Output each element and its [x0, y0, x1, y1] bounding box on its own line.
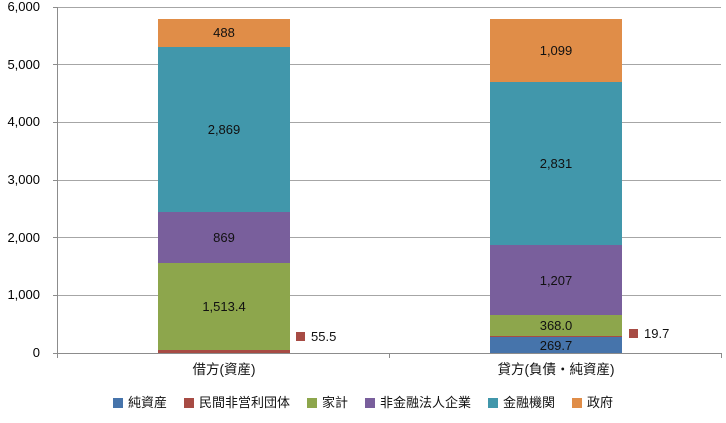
- outside-data-label: 19.7: [629, 327, 669, 340]
- bar-segment: [490, 82, 622, 246]
- y-axis-tick: [53, 6, 58, 8]
- y-axis-tick: [53, 179, 58, 181]
- bar-data-label: 1,207: [539, 272, 573, 288]
- y-gridline: [58, 64, 721, 66]
- bar-segment: [490, 337, 622, 353]
- y-axis-tick-label: 1,000: [7, 287, 40, 303]
- outside-data-label: 55.5: [296, 330, 336, 343]
- legend-item: 民間非営利団体: [183, 395, 290, 410]
- bar-segment: [158, 349, 290, 353]
- y-axis-tick-label: 6,000: [7, 0, 40, 14]
- outside-data-label-text: 19.7: [644, 326, 670, 341]
- y-gridline: [58, 237, 721, 239]
- bar-segment: [490, 245, 622, 316]
- legend-label: 家計: [321, 395, 348, 410]
- legend-swatch-icon: [488, 398, 499, 408]
- bar-segment: [490, 18, 622, 83]
- legend-swatch-icon: [112, 398, 123, 408]
- legend-key-icon: [629, 329, 638, 338]
- legend-label: 民間非営利団体: [198, 395, 290, 410]
- y-axis-tick: [53, 352, 58, 354]
- y-axis-tick-label: 4,000: [7, 114, 40, 130]
- y-axis-tick-label: 2,000: [7, 229, 40, 245]
- legend-item: 非金融法人企業: [365, 396, 471, 410]
- y-gridline: [58, 6, 721, 8]
- x-axis-tick: [720, 353, 722, 358]
- legend-label: 純資産: [127, 395, 167, 410]
- legend-item: 政府: [572, 396, 613, 410]
- y-gridline: [58, 294, 721, 296]
- y-axis-tick: [53, 237, 58, 239]
- y-gridline: [58, 179, 721, 181]
- bar-data-label: 1,099: [539, 43, 573, 59]
- legend-item: 金融機関: [488, 396, 555, 410]
- y-axis-tick: [53, 294, 58, 296]
- legend-label: 政府: [587, 395, 614, 410]
- bar-segment: [158, 212, 290, 263]
- outside-data-label-text: 55.5: [311, 329, 337, 344]
- y-axis-tick: [53, 121, 58, 123]
- legend-swatch-icon: [572, 398, 583, 408]
- bar-segment: [158, 18, 290, 47]
- legend-item: 純資産: [112, 395, 167, 410]
- legend-label: 金融機関: [503, 395, 556, 410]
- x-axis-category-label: 貸方(負債・純資産): [497, 362, 615, 377]
- legend-label: 非金融法人企業: [380, 395, 472, 410]
- bar-segment: [490, 336, 622, 338]
- bar-data-label: 488: [213, 25, 235, 41]
- legend-key-icon: [296, 332, 305, 341]
- bar-data-label: 368.0: [539, 318, 573, 334]
- bar-data-label: 869: [213, 229, 235, 245]
- y-axis-tick-label: 0: [32, 345, 40, 360]
- bar-data-label: 2,831: [539, 156, 573, 172]
- legend-swatch-icon: [365, 398, 375, 408]
- y-axis-tick-label: 5,000: [7, 56, 40, 72]
- y-axis-line: [57, 7, 58, 358]
- bar-data-label: 1,513.4: [202, 298, 246, 314]
- legend-swatch-icon: [183, 398, 194, 408]
- legend-item: 家計: [306, 395, 348, 410]
- bar-data-label: 269.7: [539, 337, 573, 353]
- bar-segment: [490, 315, 622, 337]
- bar-data-label: 2,869: [207, 122, 241, 138]
- legend-swatch-icon: [306, 398, 317, 408]
- y-axis-tick: [53, 64, 58, 66]
- legend: 純資産 民間非営利団体 家計 非金融法人企業 金融機関 政府: [0, 396, 726, 410]
- y-axis-tick-label: 3,000: [7, 172, 40, 187]
- bar-segment: [158, 262, 290, 350]
- x-axis-category-label: 借方(資産): [192, 362, 256, 377]
- y-gridline: [58, 121, 721, 123]
- x-axis-tick: [389, 353, 390, 358]
- bar-segment: [158, 46, 290, 213]
